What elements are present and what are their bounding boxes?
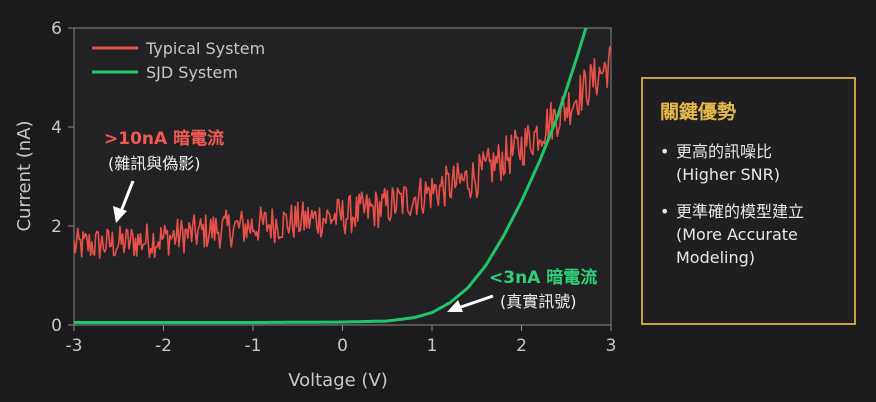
advantage-line: Modeling) xyxy=(676,248,756,267)
annotation-typical-sub: (雜訊與偽影) xyxy=(108,154,201,173)
y-tick-label: 4 xyxy=(51,118,62,138)
advantage-line: (Higher SNR) xyxy=(676,165,781,184)
advantage-item-snr: • 更高的訊噪比 (Higher SNR) xyxy=(660,140,838,186)
y-tick-label: 0 xyxy=(51,316,62,336)
annotation-sjd-main: <3nA 暗電流 xyxy=(489,267,597,288)
x-axis-title: Voltage (V) xyxy=(288,370,388,391)
plot-area xyxy=(73,27,612,326)
panel-title: 關鍵優勢 xyxy=(660,101,737,123)
legend: Typical System SJD System xyxy=(92,39,265,82)
x-tick-label: 1 xyxy=(427,336,438,356)
advantage-line: 更準確的模型建立 xyxy=(676,202,805,221)
y-tick-label: 2 xyxy=(51,217,62,237)
y-axis-title: Current (nA) xyxy=(14,120,35,231)
bullet-icon: • xyxy=(660,142,670,161)
x-tick-label: 0 xyxy=(337,336,348,356)
y-tick-label: 6 xyxy=(51,19,62,39)
arrow-typical-icon xyxy=(113,180,135,223)
annotation-sjd-sub: (真實訊號) xyxy=(500,292,577,311)
x-tick-label: -1 xyxy=(245,336,262,356)
x-tick-label: -3 xyxy=(66,336,83,356)
x-tick-label: -2 xyxy=(155,336,172,356)
x-tick-label: 3 xyxy=(606,336,617,356)
legend-label-sjd: SJD System xyxy=(146,63,238,82)
advantage-line: 更高的訊噪比 xyxy=(676,142,773,161)
advantage-line: (More Accurate xyxy=(676,225,798,244)
arrow-sjd-icon xyxy=(447,294,494,312)
key-advantages-panel: 關鍵優勢 • 更高的訊噪比 (Higher SNR) • 更準確的模型建立 (M… xyxy=(641,77,856,325)
series-line-typical xyxy=(73,46,612,259)
annotation-typical-main: >10nA 暗電流 xyxy=(104,128,224,149)
x-tick-label: 2 xyxy=(516,336,527,356)
bullet-icon: • xyxy=(660,202,670,221)
series-line-sjd xyxy=(74,27,588,324)
advantage-item-modeling: • 更準確的模型建立 (More Accurate Modeling) xyxy=(660,200,838,269)
legend-label-typical: Typical System xyxy=(145,39,265,58)
